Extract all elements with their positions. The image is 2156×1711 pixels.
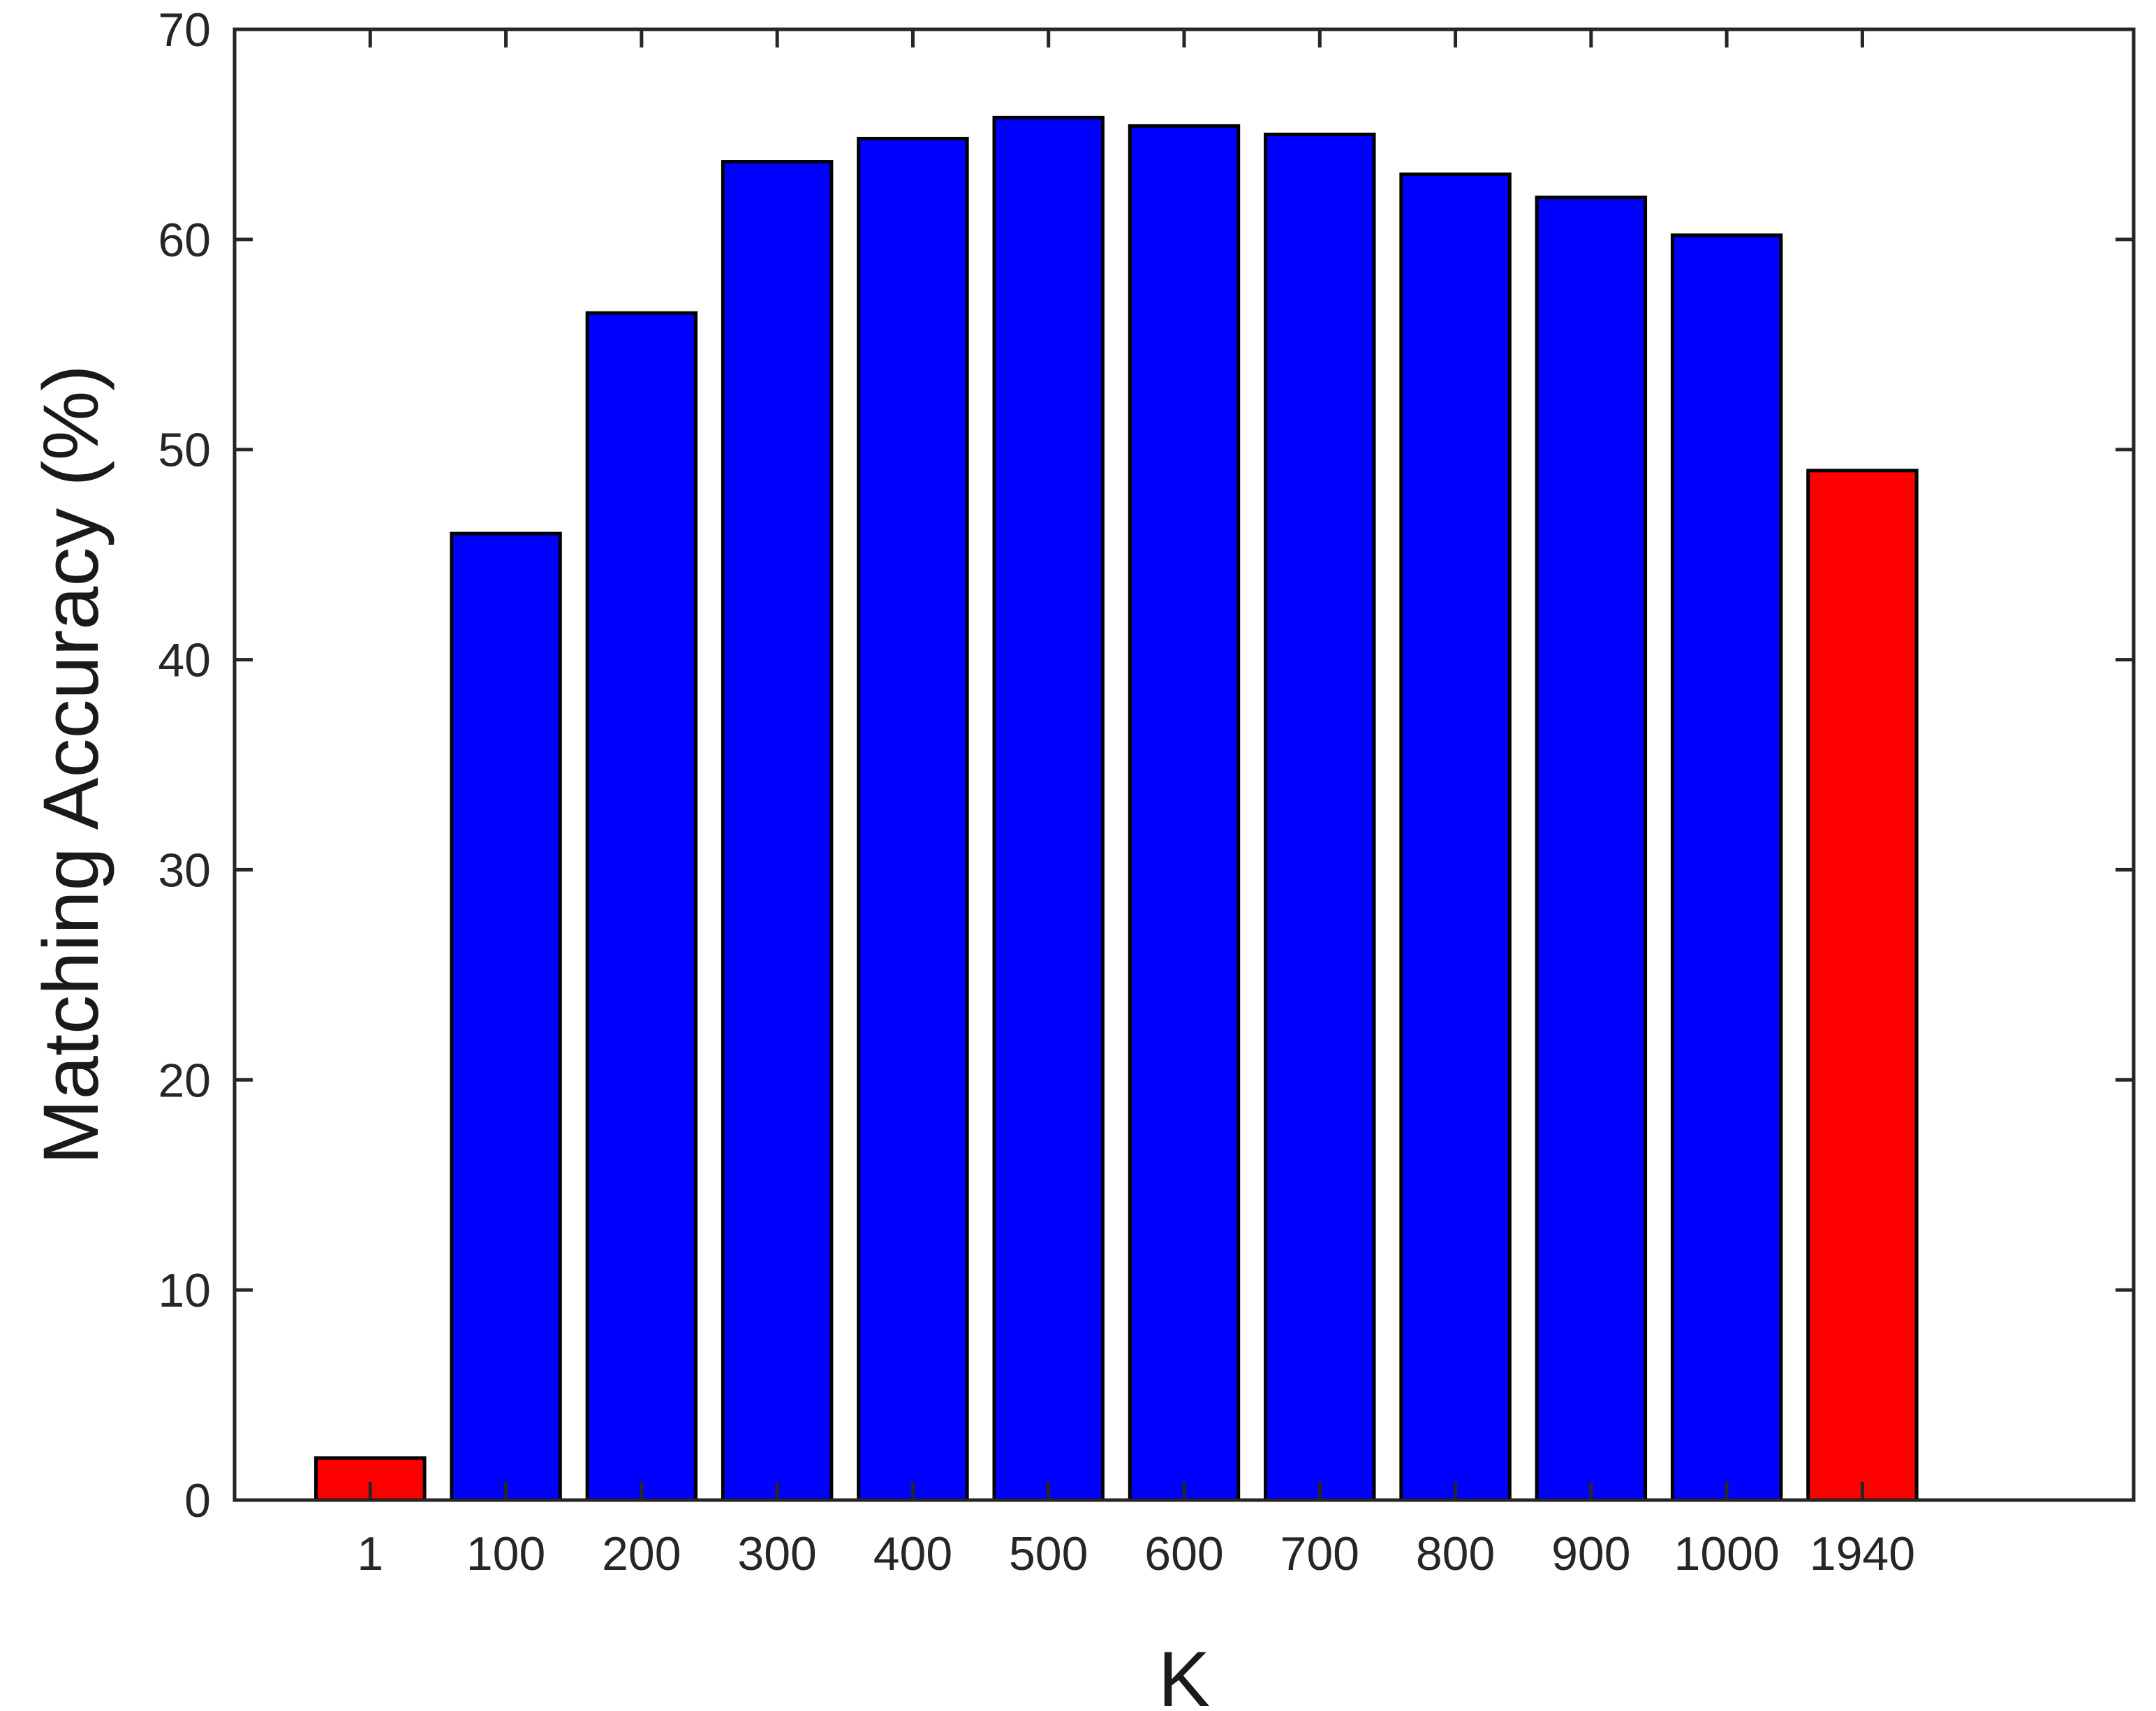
x-tick-label: 800 bbox=[1416, 1527, 1495, 1580]
bars-group bbox=[314, 115, 1919, 1502]
x-tick-label: 1940 bbox=[1810, 1527, 1915, 1580]
x-tick-label: 400 bbox=[873, 1527, 952, 1580]
x-axis-title: K bbox=[1158, 1636, 1211, 1711]
bar-800 bbox=[1399, 172, 1512, 1502]
bar-500 bbox=[992, 115, 1105, 1502]
x-tick-labels: 1 100 200 300 400 500 600 700 800 900 1000 1940 bbox=[357, 1527, 1915, 1580]
y-tick-label: 60 bbox=[158, 214, 211, 267]
y-tick-label: 40 bbox=[158, 634, 211, 687]
y-tick-labels: 0 10 20 30 40 50 60 70 bbox=[158, 3, 211, 1527]
x-tick-label: 200 bbox=[602, 1527, 681, 1580]
bar-100 bbox=[450, 531, 562, 1502]
x-tick-label: 900 bbox=[1551, 1527, 1630, 1580]
y-tick-label: 10 bbox=[158, 1264, 211, 1317]
y-tick-label: 50 bbox=[158, 424, 211, 477]
bar-700 bbox=[1264, 132, 1376, 1502]
bar-1940 bbox=[1806, 469, 1919, 1502]
y-tick-label: 70 bbox=[158, 3, 211, 57]
x-tick-label: 300 bbox=[737, 1527, 816, 1580]
x-tick-label: 700 bbox=[1280, 1527, 1359, 1580]
x-tick-label: 100 bbox=[466, 1527, 545, 1580]
bar-1 bbox=[314, 1456, 427, 1502]
bar-400 bbox=[857, 136, 969, 1502]
bar-300 bbox=[721, 160, 834, 1502]
bar-1000 bbox=[1670, 233, 1783, 1502]
y-tick-label: 30 bbox=[158, 844, 211, 897]
x-tick-label: 1 bbox=[357, 1527, 383, 1580]
y-axis-title: Matching Accuracy (%) bbox=[27, 365, 115, 1164]
y-tick-label: 0 bbox=[184, 1474, 211, 1527]
y-tick-label: 20 bbox=[158, 1054, 211, 1107]
plot-frame bbox=[232, 27, 2136, 1502]
x-tick-label: 1000 bbox=[1674, 1527, 1780, 1580]
bar-900 bbox=[1535, 196, 1648, 1502]
bar-200 bbox=[585, 311, 698, 1502]
x-tick-label: 500 bbox=[1009, 1527, 1088, 1580]
x-tick-label: 600 bbox=[1144, 1527, 1223, 1580]
bar-600 bbox=[1128, 124, 1241, 1502]
